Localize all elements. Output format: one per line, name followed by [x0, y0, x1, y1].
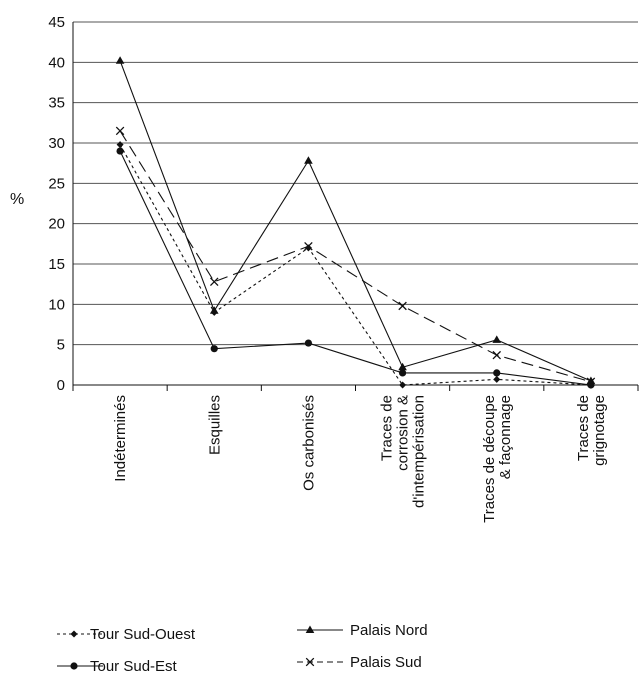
y-tick-40: 40: [48, 54, 65, 71]
series-3-point-2: [304, 241, 313, 251]
series-2-point-3: [398, 362, 407, 371]
series-2: [115, 56, 596, 384]
legend-marker-2: [305, 625, 315, 633]
category-label-5-line-0: Traces de: [575, 395, 592, 461]
series-line-3: [119, 130, 592, 383]
y-tick-0: 0: [57, 377, 65, 394]
series-3: [115, 126, 596, 387]
series-2-point-1: [209, 306, 219, 314]
series-line-2: [119, 60, 592, 382]
category-label-1: Esquilles: [206, 395, 223, 455]
category-labels: Indéterminés Esquilles Os carbonisés Traces…: [112, 395, 608, 523]
grid-lines: [73, 21, 638, 386]
legend-label-3: Palais Sud: [350, 654, 422, 671]
category-label-2: Os carbonisés: [300, 395, 317, 491]
y-tick-45: 45: [48, 14, 65, 31]
category-label-3-line-1: corrosion &: [395, 395, 412, 471]
y-tick-30: 30: [48, 135, 65, 152]
legend-label-2: Palais Nord: [350, 622, 428, 639]
series-3-point-4: [492, 350, 502, 360]
series-1-point-4: [493, 369, 501, 377]
category-label-1-line-0: Esquilles: [206, 395, 223, 455]
legend-item-1: Tour Sud-Est: [57, 658, 178, 673]
y-tick-20: 20: [48, 216, 65, 233]
series-1-point-0: [116, 147, 124, 155]
category-label-0: Indéterminés: [112, 395, 129, 482]
series-0-point-4: [493, 375, 501, 383]
axes: [72, 22, 639, 391]
legend-item-0: Tour Sud-Ouest: [57, 626, 196, 643]
y-axis-label: %: [10, 191, 24, 208]
series-2-point-4: [492, 335, 502, 343]
legend-marker-0: [70, 630, 78, 638]
y-tick-5: 5: [57, 337, 65, 354]
category-label-3: Traces decorrosion &d'intempérisation: [379, 395, 428, 508]
legend-marker-1: [70, 662, 78, 670]
y-tick-15: 15: [48, 256, 65, 273]
category-label-5: Traces degrignotage: [575, 395, 608, 466]
series-0-point-3: [399, 381, 407, 389]
series-2-point-5: [586, 376, 596, 384]
legend: Tour Sud-Ouest Tour Sud-Est Palais Nord Pal…: [57, 622, 428, 673]
y-tick-25: 25: [48, 175, 65, 192]
category-label-5-line-1: grignotage: [591, 395, 608, 466]
series-1: [116, 147, 595, 389]
series-line-1: [119, 150, 591, 386]
y-tick-labels: 0 5 10 15 20 25 30 35 40 45: [48, 14, 65, 394]
category-label-3-line-0: Traces de: [379, 395, 396, 461]
series-0-point-0: [116, 141, 124, 149]
series-1-point-2: [304, 339, 313, 347]
category-label-4-line-1: & façonnage: [497, 395, 514, 479]
series-3-point-3: [398, 301, 407, 311]
series-2-point-0: [115, 56, 125, 64]
series-2-point-2: [304, 156, 313, 164]
legend-item-2: Palais Nord: [297, 622, 428, 639]
category-label-4-line-0: Traces de découpe: [481, 395, 498, 523]
series-3-point-5: [586, 377, 596, 387]
series-0-point-2: [304, 244, 312, 252]
series-1-point-1: [210, 345, 218, 353]
legend-label-0: Tour Sud-Ouest: [90, 626, 196, 643]
series-3-point-1: [209, 277, 219, 287]
category-label-2-line-0: Os carbonisés: [300, 395, 317, 491]
y-tick-10: 10: [48, 296, 65, 313]
series-1-point-3: [398, 369, 407, 377]
category-label-0-line-0: Indéterminés: [112, 395, 129, 482]
series-lines: [115, 56, 596, 389]
category-label-3-line-2: d'intempérisation: [411, 395, 428, 508]
series-line-0: [119, 144, 591, 386]
legend-label-1: Tour Sud-Est: [90, 658, 178, 673]
category-label-4: Traces de découpe& façonnage: [481, 395, 514, 523]
legend-marker-3: [305, 657, 315, 667]
legend-item-3: Palais Sud: [297, 654, 422, 671]
y-tick-35: 35: [48, 95, 65, 112]
series-3-point-0: [115, 126, 125, 136]
